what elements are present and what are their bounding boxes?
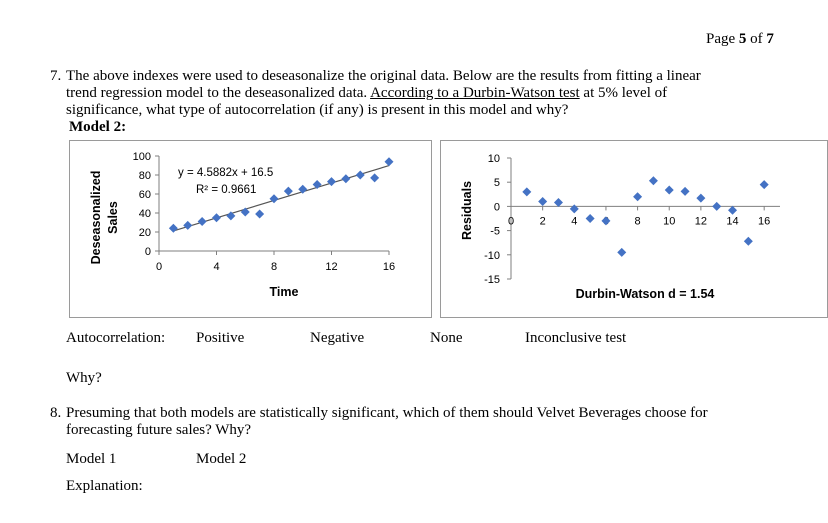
data-point <box>168 223 178 233</box>
data-point <box>298 184 308 194</box>
x-tick-label: 2 <box>540 215 546 227</box>
q8-line2: forecasting future sales? Why? <box>66 422 252 438</box>
y-tick-label: 0 <box>145 246 151 258</box>
y-tick-label: 60 <box>139 189 151 201</box>
y-tick-label: 40 <box>139 208 151 220</box>
r-squared: R² = 0.9661 <box>196 184 256 196</box>
option-negative[interactable]: Negative <box>310 330 365 346</box>
data-point <box>197 217 207 227</box>
residuals-chart-svg: -15-10-505100246810121416ResidualsDurbin… <box>460 153 780 301</box>
data-point <box>283 186 293 196</box>
data-point <box>212 213 221 223</box>
y-tick-label: 100 <box>133 151 151 163</box>
page-of: of <box>746 31 767 47</box>
y-axis-title: Deseasonalized <box>89 171 103 265</box>
residual-point <box>617 247 627 257</box>
data-point <box>312 180 322 189</box>
x-tick-label: 4 <box>571 215 577 227</box>
residual-point <box>553 198 563 208</box>
option-positive[interactable]: Positive <box>196 330 245 346</box>
option-none[interactable]: None <box>430 330 463 346</box>
q8-number: 8. <box>50 405 62 421</box>
q8-line1: Presuming that both models are statistic… <box>66 405 708 421</box>
q7-line2-pre: trend regression model to the deseasonal… <box>66 85 371 101</box>
trendline <box>173 165 390 232</box>
data-point <box>183 220 193 230</box>
durbin-watson-annotation: Durbin-Watson d = 1.54 <box>576 287 715 301</box>
x-tick-label: 12 <box>325 261 337 273</box>
y-tick-label: 20 <box>139 227 151 239</box>
q7-line3: significance, what type of autocorrelati… <box>66 102 569 118</box>
y-tick-label: -10 <box>484 250 500 262</box>
x-tick-label: 8 <box>271 261 277 273</box>
residual-point <box>585 214 595 223</box>
x-tick-label: 12 <box>695 215 707 227</box>
data-point <box>226 211 236 221</box>
y-tick-label: 10 <box>488 153 500 165</box>
option-inconclusive[interactable]: Inconclusive test <box>525 330 627 346</box>
data-point <box>269 194 279 204</box>
residual-point <box>633 192 643 202</box>
x-tick-label: 14 <box>726 215 738 227</box>
residual-point <box>601 216 611 226</box>
y-axis-title-line2: Sales <box>106 201 120 234</box>
x-tick-label: 4 <box>213 261 219 273</box>
residual-point <box>569 204 579 214</box>
y-tick-label: 5 <box>494 177 500 189</box>
y-tick-label: -5 <box>490 226 500 238</box>
residual-point <box>743 236 753 246</box>
residual-point <box>648 176 658 186</box>
y-tick-label: -15 <box>484 274 500 286</box>
residual-point <box>522 187 532 197</box>
why-label: Why? <box>66 370 102 386</box>
residual-point <box>664 185 674 195</box>
data-point <box>370 173 380 183</box>
option-model-2[interactable]: Model 2 <box>196 451 247 467</box>
trend-equation: y = 4.5882x + 16.5 <box>178 167 273 179</box>
residual-point <box>696 193 706 203</box>
residual-point <box>712 201 722 211</box>
data-point <box>355 170 365 180</box>
y-axis-title: Residuals <box>460 181 474 240</box>
explanation-label: Explanation: <box>66 478 143 494</box>
page-prefix: Page <box>706 31 739 47</box>
model-label: Model 2: <box>69 119 127 135</box>
x-tick-label: 0 <box>156 261 162 273</box>
data-point <box>341 174 351 184</box>
q7-line2-post: at 5% level of <box>579 85 668 101</box>
x-tick-label: 10 <box>663 215 675 227</box>
y-tick-label: 0 <box>494 201 500 213</box>
q7-number: 7. <box>50 68 62 84</box>
option-model-1[interactable]: Model 1 <box>66 451 117 467</box>
page-number: Page 5 of 7 <box>706 31 774 48</box>
residuals-chart: -15-10-505100246810121416ResidualsDurbin… <box>440 140 828 318</box>
x-tick-label: 8 <box>635 215 641 227</box>
q7-line2: trend regression model to the deseasonal… <box>66 85 667 102</box>
data-point <box>384 157 394 167</box>
data-point <box>240 207 250 217</box>
x-tick-label: 16 <box>758 215 770 227</box>
data-point <box>327 177 336 187</box>
x-axis-title: Time <box>270 285 299 299</box>
page-current: 5 <box>738 31 747 47</box>
residual-point <box>759 180 769 190</box>
x-tick-label: 0 <box>508 215 514 227</box>
regression-chart-svg: 0 20 40 60 80 100 0 4 8 12 16 y = 4.5882x + 16.5 R² … <box>89 151 395 299</box>
q7-line2-underlined: According to a Durbin-Watson test <box>370 85 580 101</box>
q7-line1: The above indexes were used to deseasona… <box>66 68 701 84</box>
residual-point <box>538 197 548 207</box>
autocorrelation-label: Autocorrelation: <box>66 330 166 346</box>
data-point <box>255 209 265 219</box>
x-tick-label: 16 <box>383 261 395 273</box>
page-total: 7 <box>766 31 774 47</box>
y-tick-label: 80 <box>139 170 151 182</box>
regression-chart: 0 20 40 60 80 100 0 4 8 12 16 y = 4.5882x + 16.5 R² … <box>69 140 432 318</box>
residual-point <box>728 205 738 215</box>
residual-point <box>680 186 690 196</box>
